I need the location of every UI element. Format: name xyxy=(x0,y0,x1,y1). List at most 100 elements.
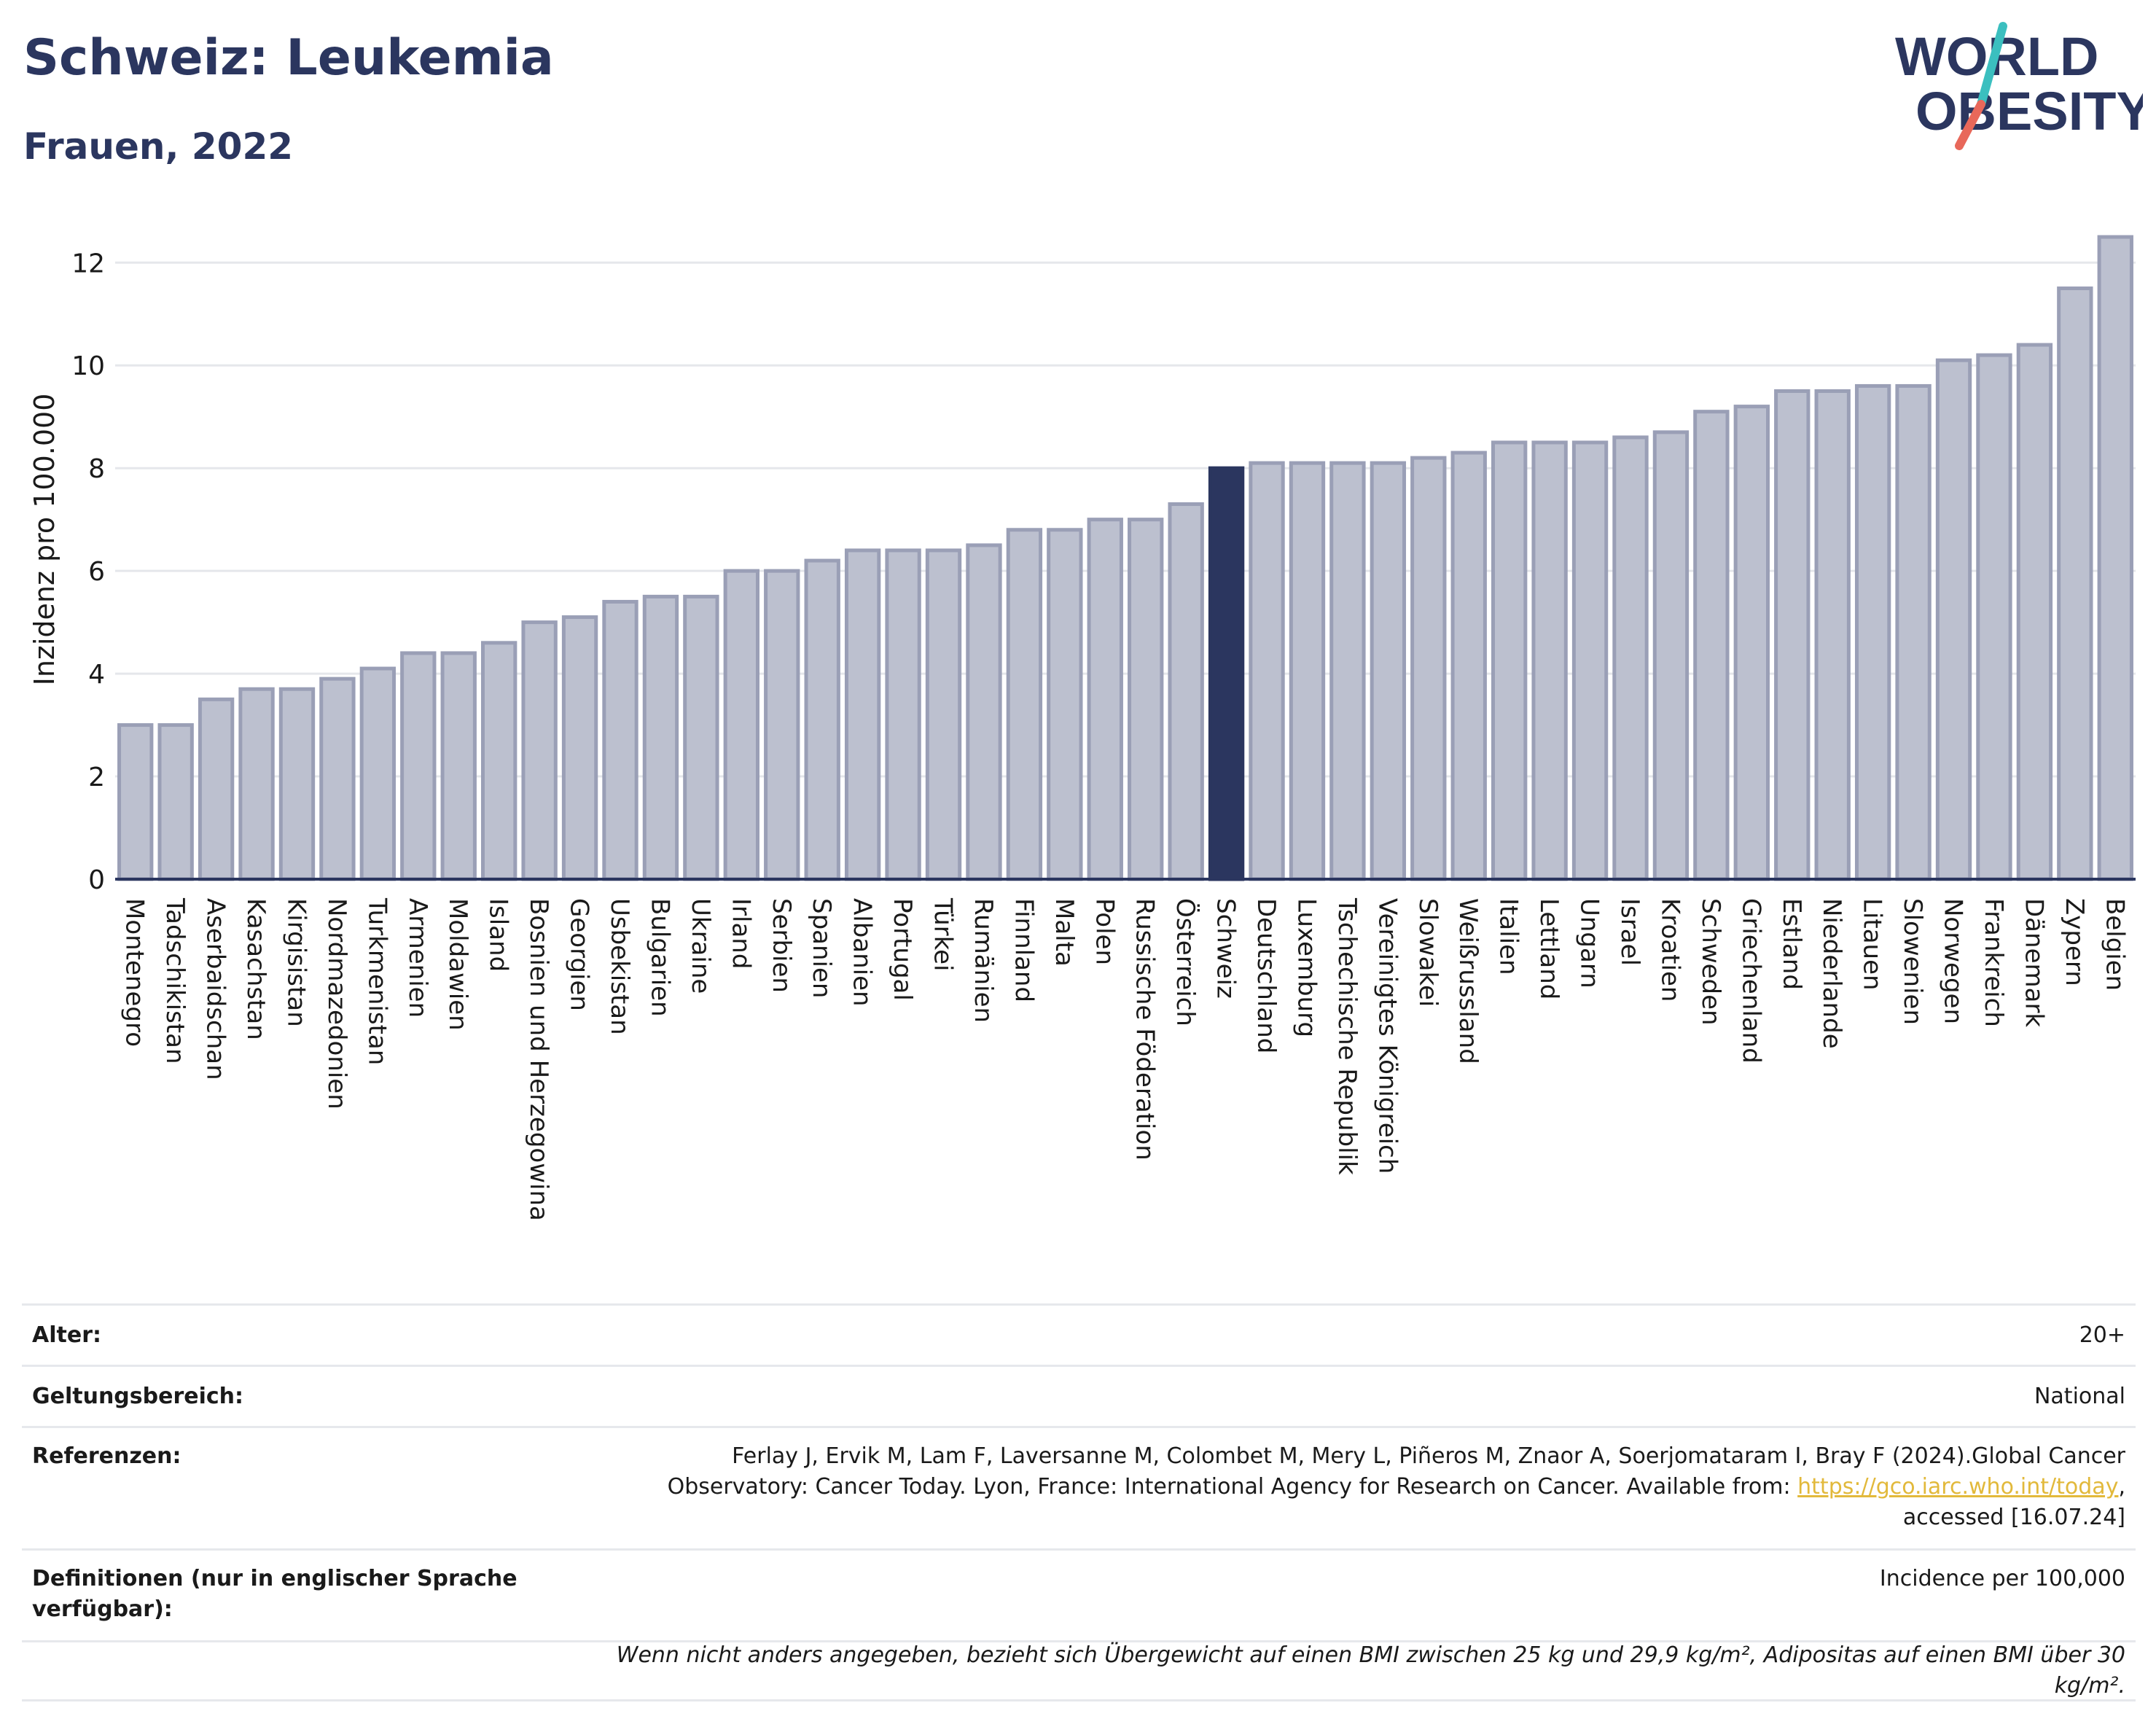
y-axis-label: Inzidenz pro 100.000 xyxy=(28,394,60,686)
scope-value: National xyxy=(2034,1383,2125,1409)
x-tick-label: Niederlande xyxy=(1817,898,1846,1049)
bar-41 xyxy=(1774,389,1811,881)
bar-chart: 0 2 4 6 8 10 12 Montenegro Tadschikistan Aserbai… xyxy=(28,235,2136,1221)
bar-17 xyxy=(804,558,840,881)
bar-33 xyxy=(1450,451,1487,881)
x-tick-label: Polen xyxy=(1090,898,1119,965)
bar-16 xyxy=(764,569,800,881)
bar-5 xyxy=(319,677,356,881)
references-value: Ferlay J, Ervik M, Lam F, Laversanne M, … xyxy=(595,1441,2125,1533)
page-title: Schweiz: Leukemia xyxy=(23,29,554,87)
bar-9 xyxy=(481,641,517,881)
x-tick-label: Spanien xyxy=(807,898,836,998)
x-tick-label: Italien xyxy=(1494,898,1523,975)
y-tick-label: 12 xyxy=(71,249,105,278)
x-tick-label: Usbekistan xyxy=(605,898,634,1035)
x-tick-label: Aserbaidschan xyxy=(201,898,230,1080)
x-tick-label: Tschechische Republik xyxy=(1332,897,1362,1175)
bar-22 xyxy=(1006,528,1043,881)
bar-10 xyxy=(521,620,558,881)
bar-21 xyxy=(966,543,1002,881)
x-tick-label: Norwegen xyxy=(1939,898,1968,1024)
x-tick-label: Armenien xyxy=(403,898,432,1018)
info-row-definitions: Definitionen (nur in englischer Sprache … xyxy=(22,1548,2136,1640)
info-table: Alter: 20+ Geltungsbereich: National Ref… xyxy=(22,1303,2136,1701)
bar-3 xyxy=(238,687,275,881)
x-tick-labels: Montenegro Tadschikistan Aserbaidschan Kasa… xyxy=(120,897,2130,1221)
x-tick-label: Russische Föderation xyxy=(1130,898,1160,1161)
bar-40 xyxy=(1733,405,1770,881)
x-tick-label: Rumänien xyxy=(969,898,998,1023)
bmi-note: Wenn nicht anders angegeben, bezieht sic… xyxy=(616,1642,2125,1699)
bar-44 xyxy=(1895,383,1932,881)
bar-29 xyxy=(1289,461,1326,881)
x-tick-label: Schweiz xyxy=(1211,898,1241,999)
bar-12 xyxy=(602,599,638,881)
bar-35 xyxy=(1531,440,1568,881)
definitions-value: Incidence per 100,000 xyxy=(1879,1566,2125,1591)
x-tick-label: Lettland xyxy=(1534,898,1563,999)
x-tick-label: Bulgarien xyxy=(645,898,674,1017)
references-accessed: , accessed [16.07.24] xyxy=(1902,1474,2125,1530)
logo-slash-teal xyxy=(1977,22,2007,109)
bar-8 xyxy=(440,651,477,881)
bar-42 xyxy=(1814,389,1851,881)
x-tick-label: Deutschland xyxy=(1251,898,1281,1053)
logo-text-obesity: OBESITY xyxy=(1915,81,2143,141)
bar-13 xyxy=(642,594,679,881)
x-tick-label: Nordmazedonien xyxy=(322,898,351,1110)
bar-26 xyxy=(1168,502,1204,881)
bar-4 xyxy=(278,687,316,881)
bar-15 xyxy=(723,569,759,881)
bar-36 xyxy=(1571,440,1609,881)
references-label: Referenzen: xyxy=(32,1443,181,1469)
y-tick-label: 8 xyxy=(88,454,105,484)
info-row-note: Wenn nicht anders angegeben, bezieht sic… xyxy=(22,1640,2136,1701)
x-tick-label: Malta xyxy=(1050,898,1079,967)
bar-31 xyxy=(1370,461,1407,881)
age-label: Alter: xyxy=(32,1322,101,1348)
y-tick-labels: 0 2 4 6 8 10 12 xyxy=(71,249,105,895)
x-tick-label: Ungarn xyxy=(1575,898,1604,989)
y-tick-label: 10 xyxy=(71,351,105,381)
bar-18 xyxy=(844,548,881,881)
x-tick-label: Vereinigtes Königreich xyxy=(1372,898,1402,1174)
x-tick-label: Georgien xyxy=(565,898,594,1011)
bar-49 xyxy=(2097,235,2133,881)
x-tick-label: Moldawien xyxy=(443,898,472,1031)
bar-11 xyxy=(561,615,598,881)
bar-34 xyxy=(1491,440,1528,881)
references-link[interactable]: https://gco.iarc.who.int/today xyxy=(1797,1474,2119,1500)
x-tick-label: Albanien xyxy=(848,898,877,1007)
bar-37 xyxy=(1612,435,1649,881)
y-tick-label: 0 xyxy=(88,865,105,895)
x-tick-label: Dänemark xyxy=(2019,898,2048,1027)
bar-45 xyxy=(1935,358,1972,881)
x-tick-label: Estland xyxy=(1777,898,1806,990)
definitions-label: Definitionen (nur in englischer Sprache … xyxy=(32,1566,517,1622)
x-tick-label: Frankreich xyxy=(1979,898,2008,1027)
x-tick-label: Belgien xyxy=(2100,898,2129,991)
x-tick-label: Slowenien xyxy=(1898,898,1927,1025)
x-tick-label: Kasachstan xyxy=(241,898,270,1040)
logo-slash-coral xyxy=(1955,100,1985,150)
x-tick-label: Tadschikistan xyxy=(160,897,190,1064)
x-tick-label: Bosnien und Herzegowina xyxy=(524,898,553,1221)
x-tick-label: Weißrussland xyxy=(1453,898,1483,1064)
bar-14 xyxy=(683,594,719,881)
x-tick-label: Griechenland xyxy=(1736,898,1765,1064)
info-row-scope: Geltungsbereich: National xyxy=(22,1365,2136,1426)
x-tick-label: Israel xyxy=(1615,898,1644,966)
x-tick-label: Slowakei xyxy=(1413,898,1442,1007)
x-tick-label: Litauen xyxy=(1858,898,1887,991)
x-tick-label: Montenegro xyxy=(120,898,149,1047)
x-tick-label: Kirgisistan xyxy=(281,898,310,1027)
x-tick-label: Turkmenistan xyxy=(362,897,391,1065)
x-tick-label: Island xyxy=(484,898,513,972)
bar-20 xyxy=(925,548,962,881)
bar-46 xyxy=(1976,353,2012,881)
bar-48 xyxy=(2057,286,2093,881)
bar-30 xyxy=(1329,461,1366,881)
world-obesity-logo: WORLD OBESITY xyxy=(1895,22,2143,150)
age-value: 20+ xyxy=(2079,1322,2125,1348)
